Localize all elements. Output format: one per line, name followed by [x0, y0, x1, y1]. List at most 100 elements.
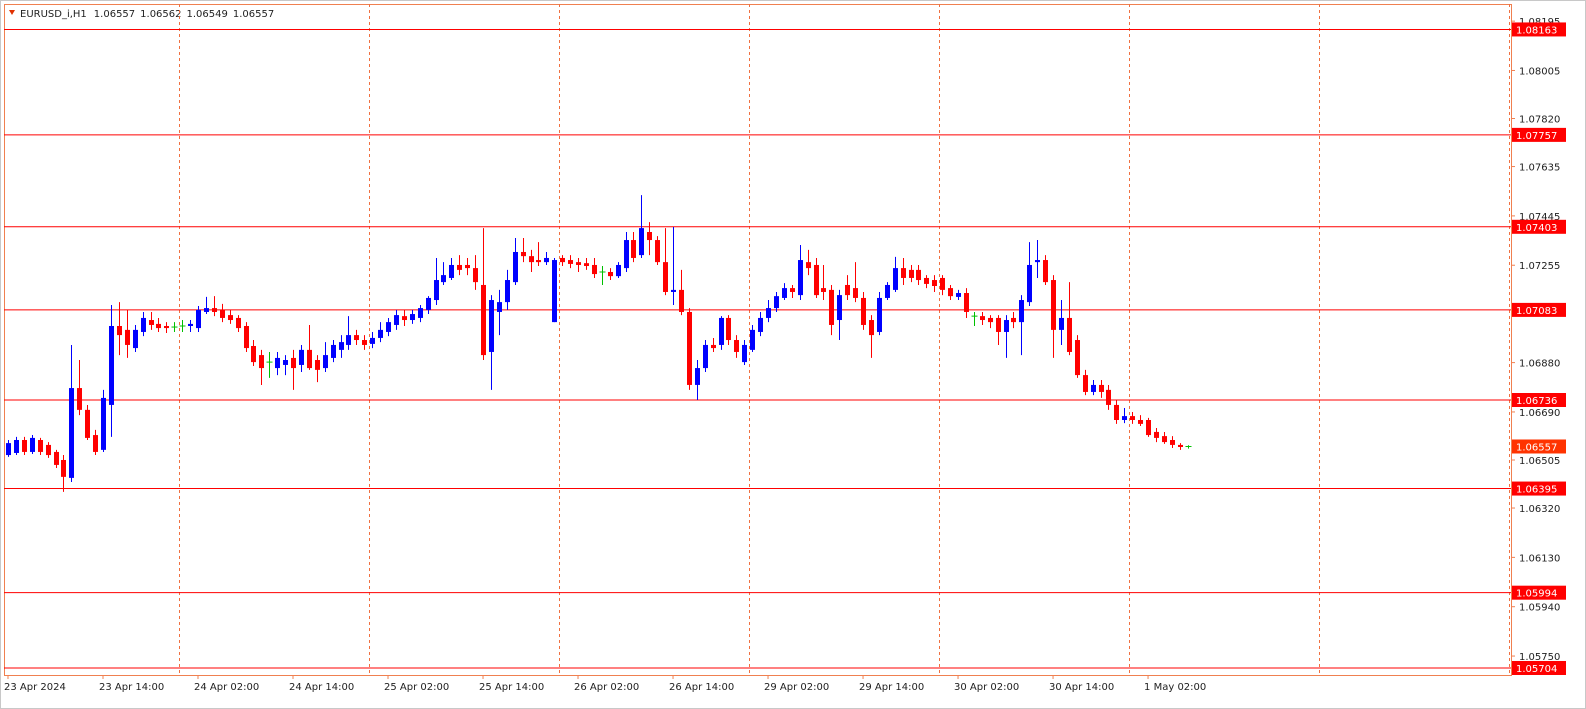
- candle-body: [354, 335, 359, 341]
- candle-body: [149, 320, 154, 325]
- level-label: 1.07083: [1516, 306, 1557, 317]
- candle-body: [909, 269, 914, 278]
- x-tick-label: 26 Apr 14:00: [669, 682, 734, 693]
- x-tick-label: 23 Apr 2024: [4, 682, 66, 693]
- candle-body: [315, 360, 320, 370]
- candle-body: [394, 315, 399, 325]
- candle-body: [758, 317, 763, 332]
- level-label-box: [1512, 22, 1566, 37]
- candle-body: [996, 317, 1001, 332]
- last-close: 1.06557: [233, 9, 274, 20]
- y-tick-label: 1.06880: [1519, 359, 1560, 370]
- candle-body: [821, 288, 826, 292]
- level-label: 1.08163: [1516, 25, 1557, 36]
- candle-body: [339, 342, 344, 350]
- x-tick-label: 29 Apr 14:00: [859, 682, 924, 693]
- candle-body: [1075, 340, 1080, 376]
- candle-body: [924, 277, 929, 284]
- candle-body: [719, 317, 724, 345]
- level-label-box: [1512, 219, 1566, 234]
- candle-body: [592, 264, 597, 275]
- candle-body: [893, 268, 898, 290]
- y-tick-label: 1.06320: [1519, 504, 1560, 515]
- level-label: 1.06736: [1516, 396, 1557, 407]
- level-label-box: [1512, 481, 1566, 496]
- candle-body: [734, 340, 739, 352]
- candle-body: [346, 335, 351, 345]
- candle-body: [845, 284, 850, 296]
- candle-body: [30, 437, 35, 452]
- candle-body: [940, 277, 945, 290]
- y-tick-label: 1.07445: [1519, 212, 1560, 223]
- y-tick-label: 1.05750: [1519, 652, 1560, 663]
- y-tick-label: 1.06690: [1519, 408, 1560, 419]
- symbol-menu-icon[interactable]: [9, 10, 15, 15]
- candle-body: [1083, 375, 1088, 392]
- candle-body: [631, 240, 636, 258]
- candle-body: [38, 439, 43, 452]
- candle-body: [46, 444, 51, 456]
- candle-body: [616, 264, 621, 277]
- last-low: 1.06549: [187, 9, 228, 20]
- candle-body: [679, 289, 684, 312]
- candle-body: [481, 284, 486, 356]
- candle-body: [188, 323, 193, 326]
- candle-body: [774, 296, 779, 309]
- candle-body: [956, 293, 961, 297]
- level-label-box: [1512, 585, 1566, 600]
- candle-body: [378, 329, 383, 338]
- x-tick-label: 25 Apr 14:00: [479, 682, 544, 693]
- candle-body: [647, 231, 652, 241]
- candle-body: [244, 325, 249, 349]
- candle-body: [259, 355, 264, 369]
- level-label: 1.07757: [1516, 131, 1557, 142]
- candle-body: [560, 257, 565, 263]
- candle-body: [1122, 416, 1127, 420]
- x-tick-label: 24 Apr 02:00: [194, 682, 259, 693]
- level-label-box: [1512, 393, 1566, 408]
- candle-body: [1162, 436, 1167, 443]
- candle-body: [663, 262, 668, 292]
- candle-body: [196, 309, 201, 329]
- x-tick-label: 26 Apr 02:00: [574, 682, 639, 693]
- candle-body: [790, 288, 795, 292]
- candle-body: [1138, 419, 1143, 424]
- candle-body: [1059, 317, 1064, 330]
- candle-body: [671, 289, 676, 292]
- candle-body: [536, 260, 541, 263]
- candle-body: [402, 316, 407, 321]
- candle-body: [489, 300, 494, 352]
- candle-body: [54, 451, 59, 465]
- candle-body: [323, 355, 328, 369]
- candle-body: [544, 257, 549, 263]
- candle-body: [964, 293, 969, 312]
- candle-body: [283, 360, 288, 365]
- candle-body: [1035, 260, 1040, 263]
- candle-body: [61, 459, 66, 477]
- y-tick-label: 1.06505: [1519, 456, 1560, 467]
- y-tick-label: 1.08005: [1519, 66, 1560, 77]
- symbol: EURUSD_i,H1: [20, 9, 87, 20]
- candle-body: [220, 309, 225, 318]
- candle-body: [164, 325, 169, 329]
- candle-body: [552, 260, 557, 323]
- candle-body: [251, 345, 256, 363]
- candle-body: [441, 275, 446, 283]
- candle-body: [22, 439, 27, 452]
- candle-body: [291, 357, 296, 369]
- y-tick-label: 1.06130: [1519, 553, 1560, 564]
- candle-body: [1114, 404, 1119, 420]
- candle-body: [1091, 384, 1096, 392]
- candle-body: [505, 280, 510, 303]
- candle-body: [370, 337, 375, 344]
- candle-body: [125, 329, 130, 345]
- candle-body: [362, 340, 367, 345]
- candle-body: [331, 344, 336, 358]
- y-tick-label: 1.07635: [1519, 163, 1560, 174]
- price-label-box: [1512, 439, 1566, 454]
- candle-body: [853, 288, 858, 298]
- candle-body: [204, 308, 209, 312]
- candle-body: [885, 284, 890, 298]
- candle-body: [77, 388, 82, 410]
